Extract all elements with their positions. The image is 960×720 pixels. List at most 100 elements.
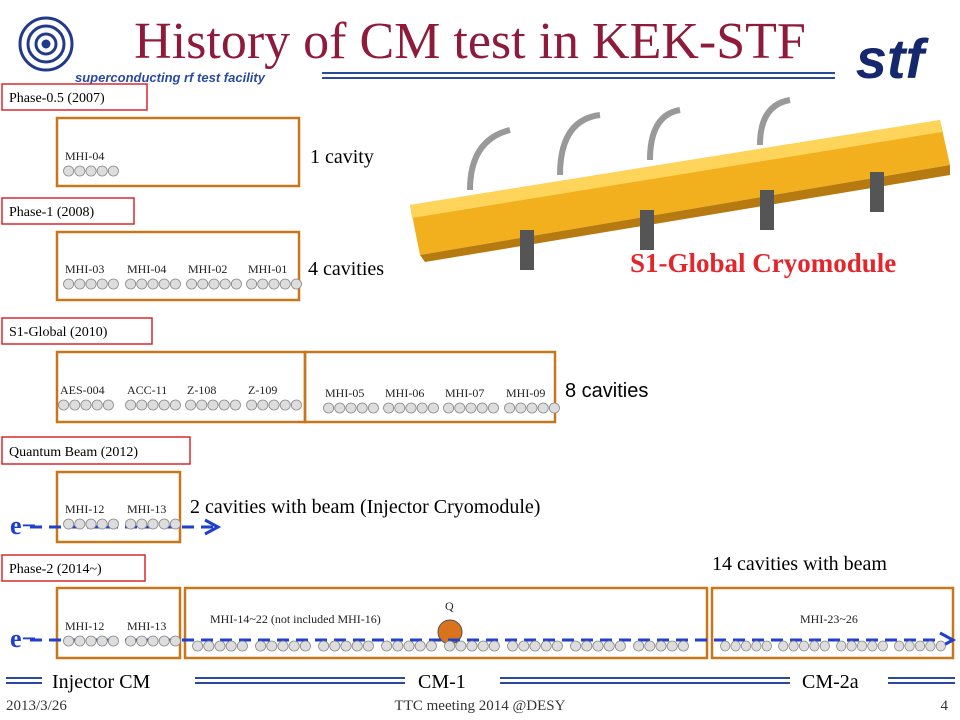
cavity-cell xyxy=(877,640,888,652)
cavity-cell xyxy=(255,640,267,652)
cavity-label: MHI-13 xyxy=(127,502,166,516)
cavity-label: MHI-01 xyxy=(248,262,287,276)
cavity-cell xyxy=(381,640,393,652)
cavity-cell xyxy=(603,640,615,652)
cavity-cell xyxy=(518,640,530,652)
cavity-cell xyxy=(136,399,148,411)
cavity-cell xyxy=(169,278,181,290)
logo xyxy=(18,16,74,72)
cavity-cell xyxy=(614,640,626,652)
footer-meeting: TTC meeting 2014 @DESY xyxy=(395,698,566,714)
cavity-cell xyxy=(246,399,258,411)
cavity-cell xyxy=(778,640,789,652)
footer-page: 4 xyxy=(941,698,949,714)
cryomodule-box xyxy=(303,350,557,424)
cavity-cell xyxy=(592,640,604,652)
cavity-cell xyxy=(279,399,291,411)
section-label: CM-2a xyxy=(802,671,859,693)
cavity-cell xyxy=(477,640,489,652)
cavity-cell xyxy=(392,640,404,652)
cavity-group-label: MHI-14~22 (not included MHI-16) xyxy=(210,612,381,626)
cavity-cell xyxy=(257,399,269,411)
cavity-cell xyxy=(809,640,820,652)
cavity-cell xyxy=(125,518,137,530)
cavity-cell xyxy=(788,640,799,652)
cavity-cell xyxy=(507,640,519,652)
cavity-cell xyxy=(169,399,181,411)
cavity-cell xyxy=(268,399,280,411)
cavity-cell xyxy=(925,640,936,652)
phase-label-box xyxy=(1,83,148,111)
cavity-cell xyxy=(279,278,291,290)
cavity-cell xyxy=(427,402,439,414)
cavity-cell xyxy=(488,640,500,652)
cavity-cell xyxy=(551,640,563,652)
cavity-cell xyxy=(107,518,119,530)
cavity-cell xyxy=(405,402,417,414)
cavity-cell xyxy=(288,640,300,652)
cavity-cell xyxy=(218,399,230,411)
cavity-label: MHI-05 xyxy=(325,386,364,400)
cavity-cell xyxy=(225,640,237,652)
cavity-cell xyxy=(69,399,81,411)
cavity-cell xyxy=(443,402,455,414)
cavity-cell xyxy=(798,640,810,652)
cavity-cell xyxy=(85,278,97,290)
section-rules xyxy=(6,677,955,684)
cavity-cell xyxy=(147,399,159,411)
cavity-cell xyxy=(904,640,915,652)
cavity-cell xyxy=(107,278,119,290)
cavity-cell xyxy=(677,640,689,652)
cavity-cell xyxy=(169,635,181,647)
cavity-count: 2 cavities with beam (Injector Cryomodul… xyxy=(190,496,540,518)
cavity-cell xyxy=(290,399,302,411)
footer-date: 2013/3/26 xyxy=(6,698,67,714)
cavity-cell xyxy=(570,640,582,652)
cavity-cell xyxy=(914,640,926,652)
cavity-cell xyxy=(203,640,215,652)
cavity-cell xyxy=(394,402,406,414)
phase-label: Phase-2 (2014~) xyxy=(9,562,102,577)
cryomodule-box xyxy=(55,116,301,188)
cavity-cell xyxy=(351,640,363,652)
cavity-label: MHI-07 xyxy=(445,386,484,400)
cavity-cell xyxy=(644,640,656,652)
section-label: Injector CM xyxy=(52,671,151,693)
cavity-cell xyxy=(136,278,148,290)
title: History of CM test in KEK-STF xyxy=(134,13,806,70)
cavity-cell xyxy=(102,399,114,411)
cavity-cell xyxy=(125,278,137,290)
section-label: CM-1 xyxy=(418,671,466,693)
cavity-cell xyxy=(186,278,198,290)
cavity-cell xyxy=(74,165,86,177)
electron-label: e− xyxy=(10,511,36,540)
cavity-cell xyxy=(219,278,231,290)
quadrupole-label: Q xyxy=(445,599,454,613)
cavity-cell xyxy=(236,640,248,652)
cavity-cell xyxy=(454,402,466,414)
cavity-cell xyxy=(63,165,75,177)
phase-label-box xyxy=(1,554,146,582)
cavity-cell xyxy=(91,399,103,411)
cavity-cell xyxy=(147,518,159,530)
cavity-cell xyxy=(537,402,549,414)
cavity-label: MHI-03 xyxy=(65,262,104,276)
cavity-cell xyxy=(63,518,75,530)
cavity-cell xyxy=(158,278,170,290)
cryomodule-photo xyxy=(410,97,950,270)
phase-label: Quantum Beam (2012) xyxy=(9,445,138,460)
logo-text: stf xyxy=(856,27,930,90)
cavity-cell xyxy=(208,278,220,290)
cavity-cell xyxy=(63,278,75,290)
cavity-cell xyxy=(85,635,97,647)
cavity-cell xyxy=(158,399,170,411)
cavity-cell xyxy=(230,278,242,290)
cavity-cell xyxy=(207,399,219,411)
cavity-count: 14 cavities with beam xyxy=(712,553,887,575)
cavity-cell xyxy=(96,165,108,177)
cavity-cell xyxy=(257,278,269,290)
cavity-cell xyxy=(529,640,541,652)
cavity-cell xyxy=(935,640,946,652)
phase-label: S1-Global (2010) xyxy=(9,325,108,340)
